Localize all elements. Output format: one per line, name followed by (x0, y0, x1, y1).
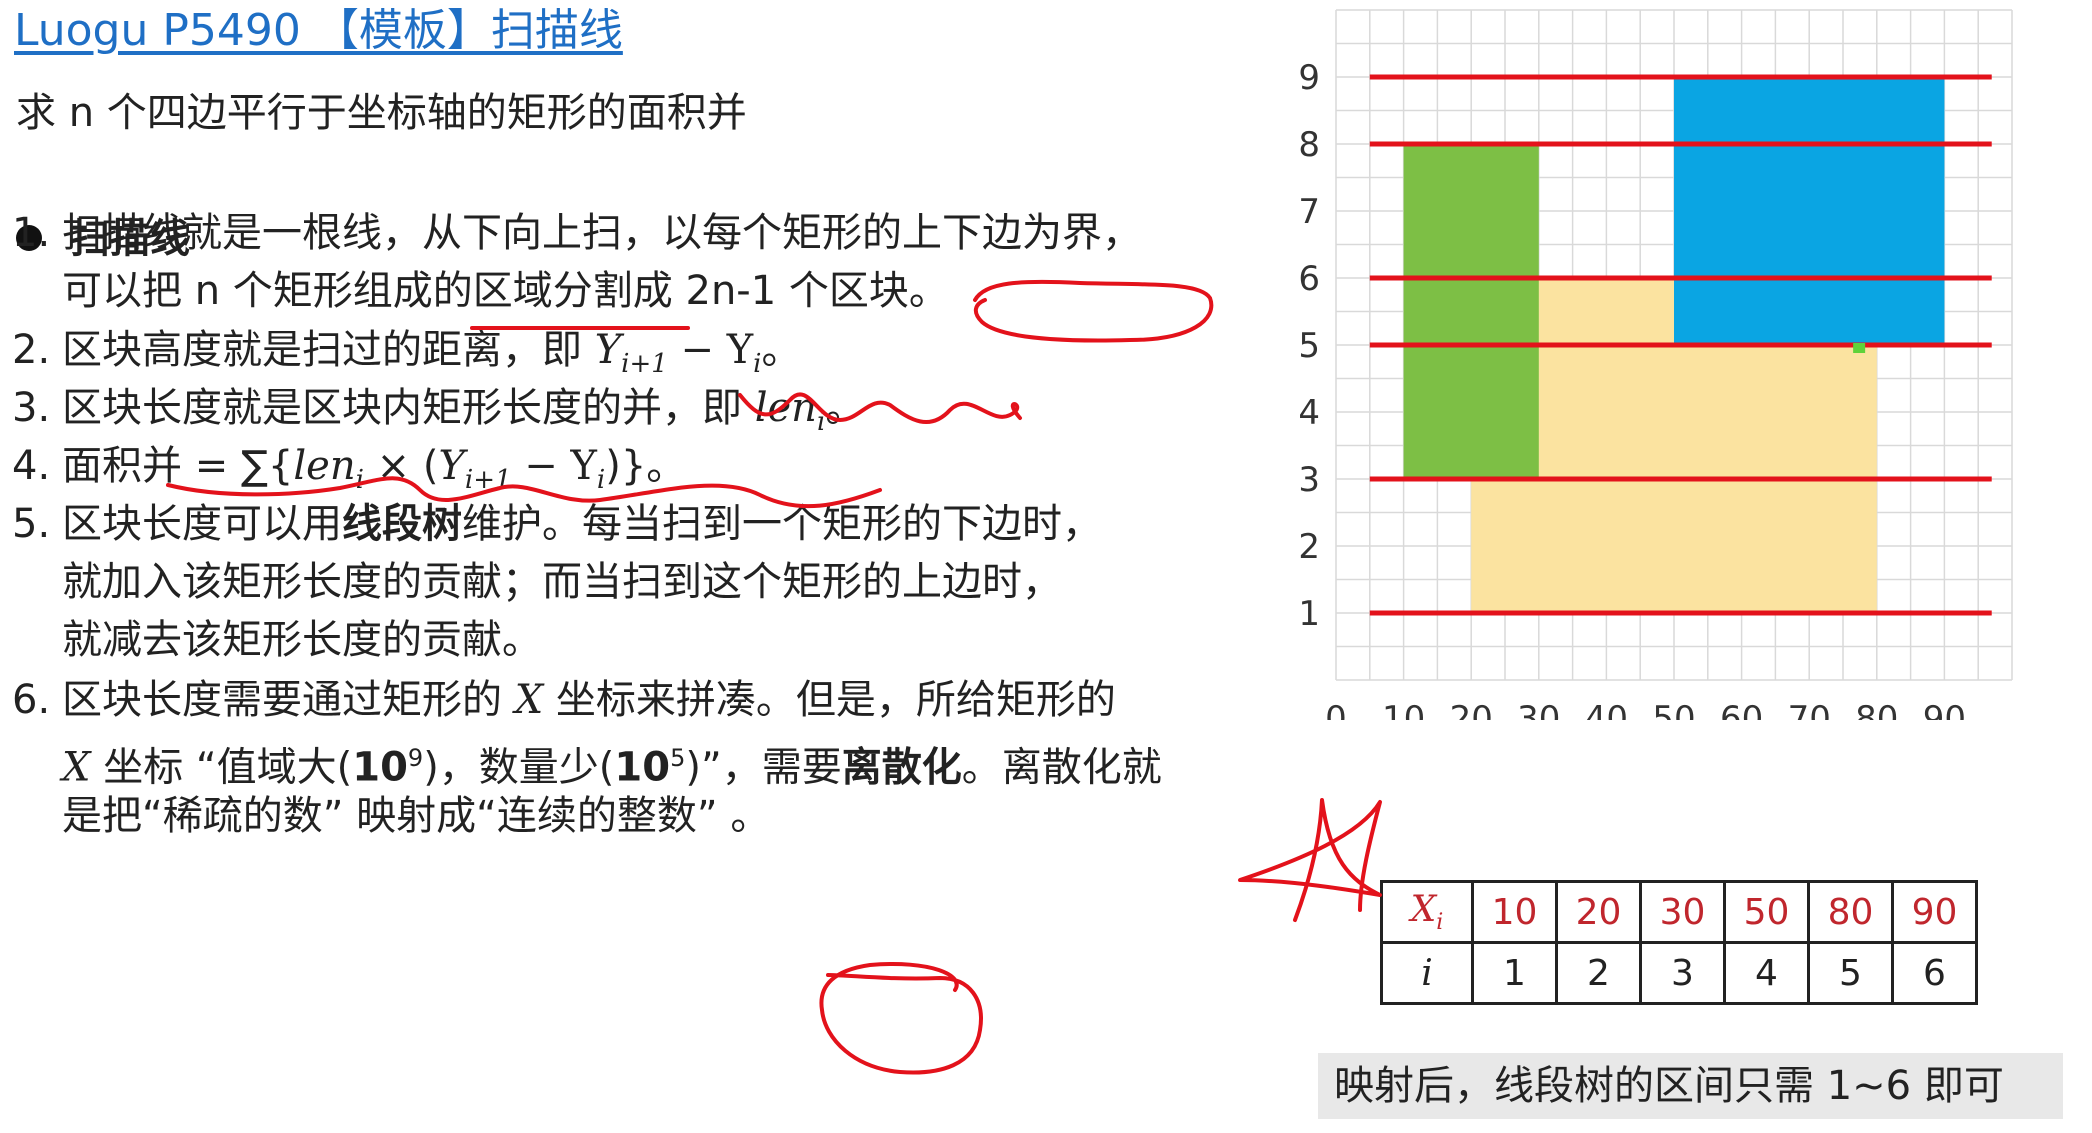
table-cell-i: 6 (1891, 941, 1978, 1005)
table-cell-x: 30 (1639, 880, 1726, 944)
table-cell-x: 90 (1891, 880, 1978, 944)
item-number: 5. (12, 501, 51, 547)
item-2-line: 区块高度就是扫过的距离，即 Yi+1 − Yi。 (62, 327, 802, 379)
x-tick-label: 40 (1585, 699, 1628, 720)
table-header-i: i (1380, 941, 1474, 1005)
table-cell-i: 5 (1807, 941, 1894, 1005)
item-6-line-3: 是把“稀疏的数” 映射成“连续的整数” 。 (62, 793, 771, 839)
item-6-line-1: 区块长度需要通过矩形的 X 坐标来拼凑。但是，所给矩形的 (62, 677, 1116, 723)
item-5-line-1: 区块长度可以用线段树维护。每当扫到一个矩形的下边时， (62, 501, 1102, 547)
table-cell-i: 2 (1555, 941, 1642, 1005)
x-tick-label: 20 (1450, 699, 1493, 720)
table-cell-x: 10 (1471, 880, 1558, 944)
item-number: 1. (12, 210, 51, 256)
table-header-xi: Xi (1380, 880, 1474, 944)
y-tick-label: 4 (1300, 393, 1320, 433)
item-1-line-1: 扫描线就是一根线，从下向上扫，以每个矩形的上下边为界， (62, 210, 1142, 256)
item-4-line: 面积并 = ∑{leni × (Yi+1 − Yi)}。 (62, 443, 687, 495)
table-cell-x: 20 (1555, 880, 1642, 944)
item-5-line-2: 就加入该矩形长度的贡献；而当扫到这个矩形的上边时， (62, 559, 1062, 605)
item-6-line-2: X 坐标 “值域大(109)，数量少(105)”，需要离散化。离散化就 (62, 744, 1162, 791)
x-tick-label: 50 (1652, 699, 1695, 720)
bullet-icon (16, 225, 42, 251)
item-1-line-2: 可以把 n 个矩形组成的区域分割成 2n-1 个区块。 (62, 268, 949, 314)
table-cell-i: 1 (1471, 941, 1558, 1005)
circle-annotation (819, 962, 983, 1075)
section-heading-text: 扫描线 (70, 216, 190, 262)
x-tick-label: 30 (1517, 699, 1560, 720)
table-cell-x: 50 (1723, 880, 1810, 944)
y-tick-label: 6 (1300, 259, 1320, 299)
x-tick-label: 60 (1720, 699, 1763, 720)
table-row: i 1 2 3 4 5 6 (1380, 941, 1978, 1005)
mapping-note: 映射后，线段树的区间只需 1~6 即可 (1318, 1053, 2063, 1119)
item-number: 2. (12, 327, 51, 373)
item-number: 6. (12, 677, 51, 723)
y-tick-label: 5 (1300, 326, 1320, 366)
table-cell-i: 4 (1723, 941, 1810, 1005)
y-tick-label: 3 (1300, 460, 1320, 500)
table-cell-x: 80 (1807, 880, 1894, 944)
table-row: Xi 10 20 30 50 80 90 (1380, 880, 1978, 944)
y-tick-label: 9 (1300, 58, 1320, 98)
problem-statement: 求 n 个四边平行于坐标轴的矩形的面积并 (16, 90, 747, 136)
y-tick-label: 8 (1300, 125, 1320, 165)
section-heading: 扫描线 (16, 206, 190, 264)
x-tick-label: 90 (1923, 699, 1966, 720)
x-tick-label: 70 (1788, 699, 1831, 720)
y-tick-label: 2 (1300, 527, 1320, 567)
scanline-chart: 0 10 20 30 40 50 60 70 80 90 1 2 3 4 5 6 7 8 9 (1300, 9, 2013, 720)
item-3-line: 区块长度就是区块内矩形长度的并，即 leni。 (62, 385, 866, 437)
item-number: 3. (12, 385, 51, 431)
page-title[interactable]: Luogu P5490 【模板】扫描线 (14, 5, 623, 56)
rect-blue (1674, 77, 1945, 345)
circle-annotation (973, 279, 1214, 343)
y-tick-label: 7 (1300, 192, 1320, 232)
item-5-line-3: 就减去该矩形长度的贡献。 (62, 617, 542, 663)
star-annotation (1238, 798, 1382, 922)
x-tick-label: 80 (1855, 699, 1898, 720)
x-tick-label: 10 (1382, 699, 1425, 720)
mapping-table: Xi 10 20 30 50 80 90 i 1 2 3 4 5 6 (1380, 880, 1978, 1005)
item-number: 4. (12, 443, 51, 489)
x-tick-label: 0 (1325, 699, 1347, 720)
rect-green (1403, 144, 1539, 479)
table-cell-i: 3 (1639, 941, 1726, 1005)
marker (1853, 343, 1866, 353)
y-tick-label: 1 (1300, 594, 1320, 634)
